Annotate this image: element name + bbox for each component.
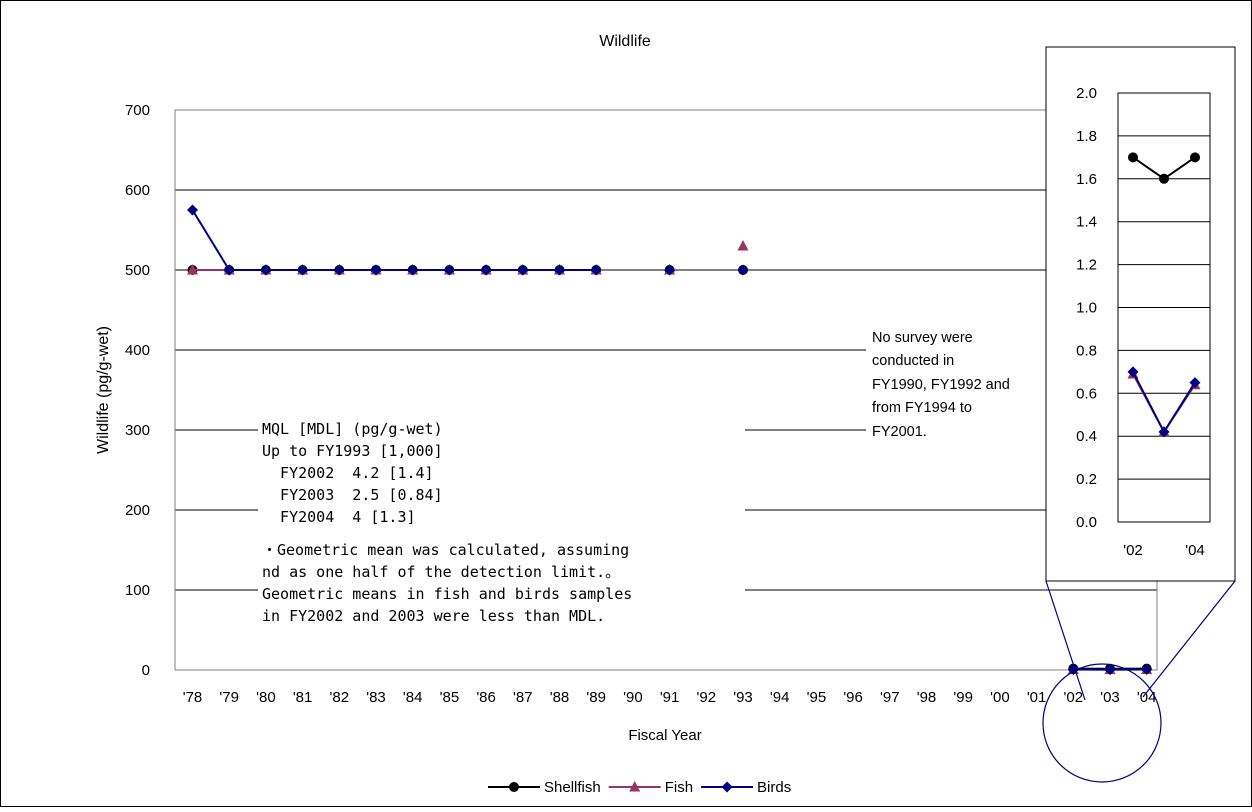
main-x-tick-label: '98: [917, 689, 937, 706]
survey-note-line: FY2001.: [872, 424, 927, 440]
y-axis-label: Wildlife (pg/g-wet): [95, 326, 112, 454]
main-x-tick-label: '87: [513, 689, 533, 706]
inset-point: [1159, 174, 1169, 184]
main-x-tick-label: '01: [1027, 689, 1047, 706]
main-x-tick-label: '93: [733, 689, 753, 706]
survey-note-line: conducted in: [872, 353, 954, 369]
main-x-tick-label: '81: [293, 689, 313, 706]
main-x-tick-label: '79: [219, 689, 239, 706]
note-line: MQL [MDL] (pg/g-wet): [262, 420, 443, 438]
main-x-tick-label: '92: [697, 689, 717, 706]
main-x-tick-label: '90: [623, 689, 643, 706]
main-y-tick-label: 500: [125, 262, 150, 279]
inset-y-tick-label: 0.6: [1076, 385, 1097, 402]
main-y-tick-label: 700: [125, 102, 150, 119]
inset-point: [1128, 152, 1138, 162]
main-y-tick-label: 300: [125, 422, 150, 439]
main-x-tick-label: '91: [660, 689, 680, 706]
note-line: FY2004 4 [1.3]: [262, 508, 416, 526]
main-x-tick-label: '82: [330, 689, 350, 706]
survey-note-line: FY1990, FY1992 and: [872, 377, 1010, 393]
inset-y-tick-label: 1.6: [1076, 171, 1097, 188]
inset-frame: [1046, 47, 1235, 581]
inset-point: [1190, 152, 1200, 162]
main-x-tick-label: '89: [586, 689, 606, 706]
main-y-tick-label: 600: [125, 182, 150, 199]
main-x-tick-label: '88: [550, 689, 570, 706]
note-line: FY2002 4.2 [1.4]: [262, 464, 434, 482]
legend-label: Birds: [757, 779, 791, 796]
inset-y-tick-label: 0.0: [1076, 514, 1097, 531]
main-y-tick-label: 0: [142, 662, 150, 679]
main-x-tick-label: '00: [990, 689, 1010, 706]
inset-y-tick-label: 1.2: [1076, 257, 1097, 274]
inset-x-tick-label: '02: [1123, 542, 1143, 559]
main-x-tick-label: '99: [953, 689, 973, 706]
note-line: Geometric means in fish and birds sample…: [262, 585, 632, 603]
legend-label: Fish: [665, 779, 693, 796]
inset-y-tick-label: 0.4: [1076, 428, 1097, 445]
main-x-tick-label: '80: [256, 689, 276, 706]
inset-x-tick-label: '04: [1185, 542, 1205, 559]
inset-y-tick-label: 2.0: [1076, 85, 1097, 102]
chart-title: Wildlife: [599, 33, 651, 50]
main-y-tick-label: 400: [125, 342, 150, 359]
main-x-tick-label: '94: [770, 689, 790, 706]
main-x-tick-label: '84: [403, 689, 423, 706]
note-line: ・Geometric mean was calculated, assuming: [262, 541, 629, 559]
main-x-tick-label: '78: [183, 689, 203, 706]
main-x-tick-label: '02: [1064, 689, 1084, 706]
main-x-tick-label: '85: [440, 689, 460, 706]
main-y-tick-label: 200: [125, 502, 150, 519]
inset-y-tick-label: 0.2: [1076, 471, 1097, 488]
note-box: MQL [MDL] (pg/g-wet) Up to FY1993 [1,000…: [258, 415, 745, 637]
main-x-tick-label: '96: [843, 689, 863, 706]
inset-y-tick-label: 1.4: [1076, 214, 1097, 231]
main-x-tick-label: '03: [1100, 689, 1120, 706]
legend-label: Shellfish: [544, 779, 601, 796]
inset-y-tick-label: 1.0: [1076, 300, 1097, 317]
inset-y-tick-label: 0.8: [1076, 342, 1097, 359]
main-x-tick-label: '97: [880, 689, 900, 706]
main-x-tick-label: '83: [366, 689, 386, 706]
survey-note-line: from FY1994 to: [872, 400, 972, 416]
survey-note-line: No survey were: [872, 330, 973, 346]
main-x-tick-label: '95: [807, 689, 827, 706]
legend-swatch-marker: [509, 782, 519, 792]
inset-y-tick-label: 1.8: [1076, 128, 1097, 145]
main-x-tick-label: '86: [476, 689, 496, 706]
note-line: nd as one half of the detection limit.。: [262, 563, 620, 581]
survey-note: No survey were conducted in FY1990, FY19…: [866, 322, 1046, 442]
main-y-tick-label: 100: [125, 582, 150, 599]
x-axis-label: Fiscal Year: [628, 727, 701, 744]
note-line: FY2003 2.5 [0.84]: [262, 486, 443, 504]
note-line: Up to FY1993 [1,000]: [262, 442, 443, 460]
note-line: in FY2002 and 2003 were less than MDL.: [262, 607, 605, 625]
